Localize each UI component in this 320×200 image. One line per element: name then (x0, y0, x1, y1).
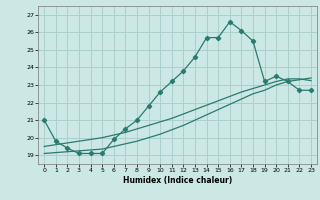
X-axis label: Humidex (Indice chaleur): Humidex (Indice chaleur) (123, 176, 232, 185)
